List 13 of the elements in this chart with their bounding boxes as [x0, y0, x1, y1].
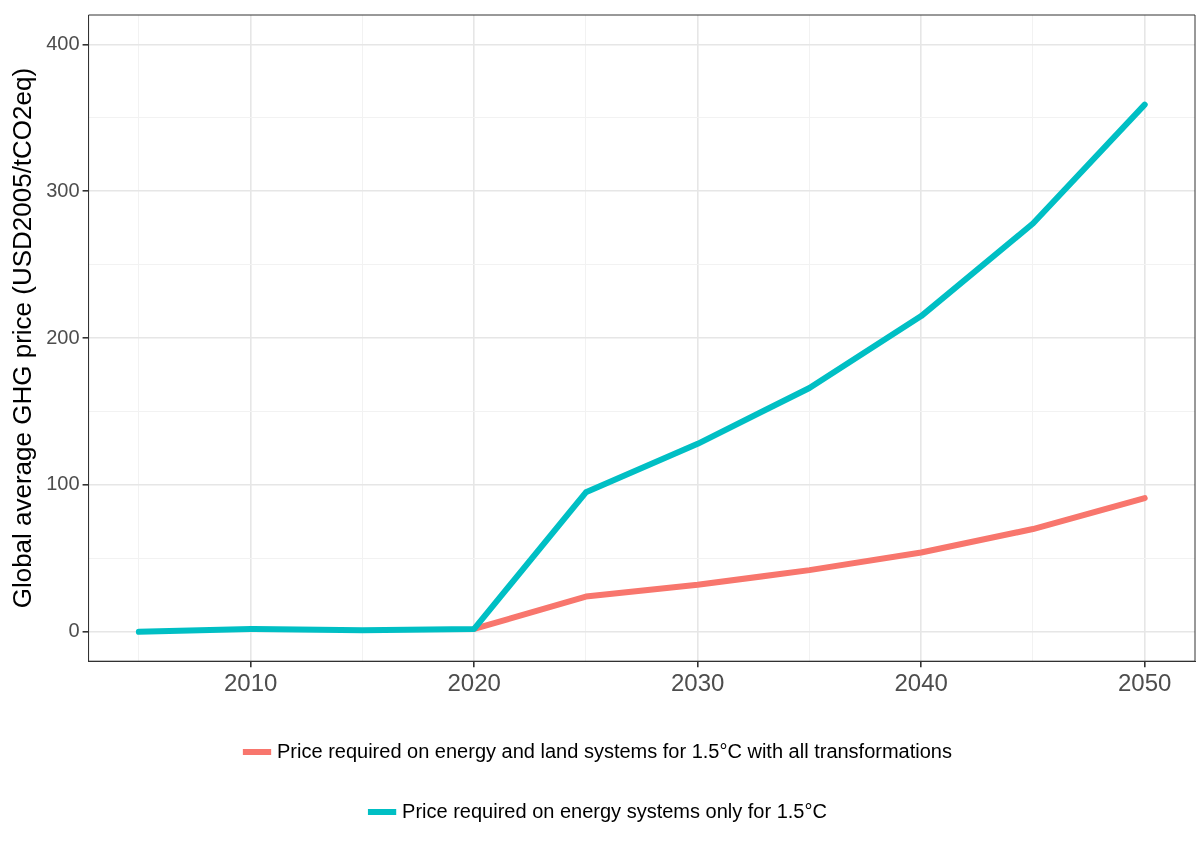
x-tick-label: 2030: [670, 669, 725, 697]
legend-label: Price required on energy and land systems for 1.5°C with all transformations: [277, 739, 952, 762]
y-tick-label: 300: [46, 178, 80, 201]
y-axis-title: Global average GHG price (USD2005/tCO2eq): [6, 67, 37, 609]
x-tick-label: 2020: [447, 669, 501, 697]
legend-label: Price required on energy systems only for 1.5°C: [402, 799, 827, 822]
y-tick-label: 0: [68, 619, 80, 642]
y-tick-label: 200: [46, 325, 80, 348]
y-tick-label: 400: [46, 31, 80, 54]
x-tick-label: 2010: [223, 669, 278, 697]
y-tick-label: 100: [46, 472, 80, 495]
x-tick-label: 2040: [894, 669, 948, 697]
x-tick-label: 2050: [1118, 669, 1172, 697]
